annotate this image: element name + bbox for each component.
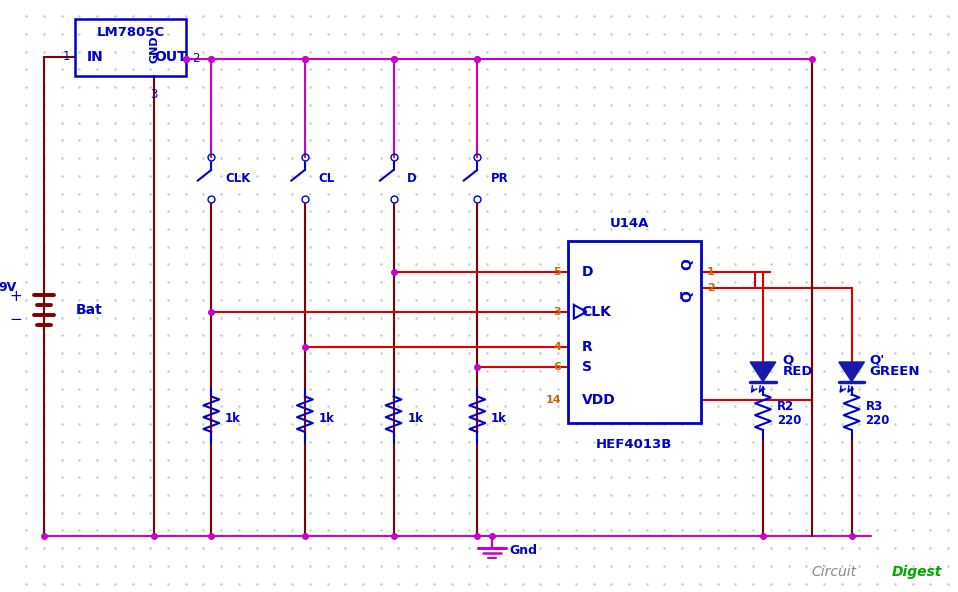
Text: HEF4013B: HEF4013B	[596, 438, 673, 451]
Text: 220: 220	[777, 414, 801, 427]
Text: Q': Q'	[869, 353, 884, 366]
Text: R2: R2	[777, 400, 794, 413]
Text: Digest: Digest	[892, 565, 943, 579]
Text: CLK: CLK	[582, 305, 611, 318]
Text: CLK: CLK	[225, 172, 250, 185]
Text: 14: 14	[545, 395, 561, 406]
Text: 1: 1	[63, 50, 71, 63]
Text: PR: PR	[491, 172, 509, 185]
Text: VDD: VDD	[582, 394, 615, 407]
Text: 1k: 1k	[491, 411, 507, 424]
Text: 1k: 1k	[225, 411, 241, 424]
Text: D: D	[582, 265, 593, 279]
Text: S: S	[582, 360, 592, 374]
Text: OUT: OUT	[154, 50, 188, 63]
Text: 6: 6	[553, 362, 561, 372]
Text: D: D	[407, 172, 417, 185]
Text: R: R	[582, 340, 592, 354]
Text: Gnd: Gnd	[510, 543, 537, 556]
Text: Q̅: Q̅	[680, 290, 695, 302]
Text: R3: R3	[865, 400, 882, 413]
Text: 1: 1	[707, 268, 715, 278]
Text: Circuit: Circuit	[811, 565, 856, 579]
Text: RED: RED	[783, 365, 813, 378]
Text: Q: Q	[783, 353, 794, 366]
Text: GND: GND	[149, 35, 159, 63]
Text: 2: 2	[192, 52, 199, 65]
Text: +: +	[10, 289, 22, 304]
Text: GREEN: GREEN	[869, 365, 920, 378]
Text: 1k: 1k	[407, 411, 423, 424]
Text: U14A: U14A	[610, 217, 650, 230]
Text: Bat: Bat	[76, 303, 103, 317]
Polygon shape	[750, 362, 776, 382]
Bar	[568, 241, 701, 423]
Text: 2: 2	[707, 283, 715, 293]
Bar	[76, 19, 186, 76]
Text: CL: CL	[319, 172, 335, 185]
Text: 4: 4	[553, 342, 561, 352]
Polygon shape	[839, 362, 864, 382]
Text: 3: 3	[554, 307, 561, 317]
Text: 9V: 9V	[0, 281, 16, 294]
Text: 1k: 1k	[319, 411, 334, 424]
Text: 5: 5	[554, 268, 561, 278]
Text: Q: Q	[680, 259, 695, 271]
Text: IN: IN	[87, 50, 103, 63]
Text: 220: 220	[865, 414, 890, 427]
Text: −: −	[10, 312, 22, 327]
Text: 3: 3	[150, 88, 158, 101]
Text: LM7805C: LM7805C	[97, 25, 165, 38]
